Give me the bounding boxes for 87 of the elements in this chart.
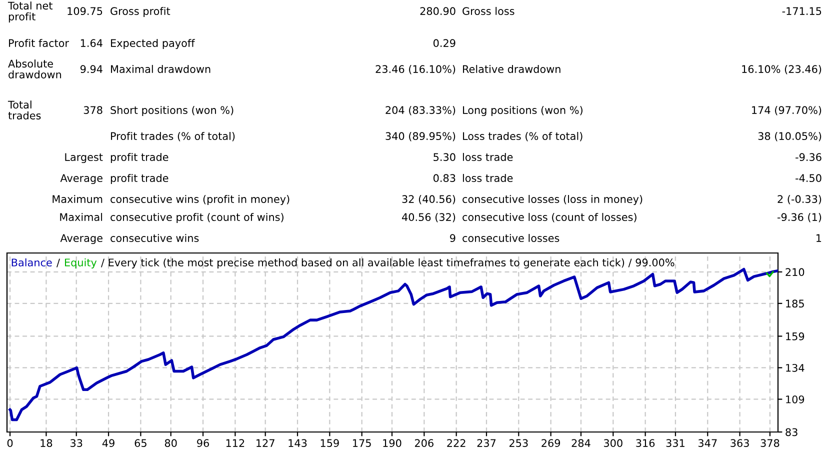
text: Relative drawdown bbox=[463, 64, 560, 74]
y-tick-label: 185 bbox=[786, 300, 804, 308]
text: 16.10% (23.46) bbox=[742, 64, 822, 74]
annotation: / bbox=[56, 258, 60, 268]
x-tick-label: 347 bbox=[698, 439, 717, 448]
x-tick-label: 159 bbox=[320, 439, 339, 448]
text: Average bbox=[60, 234, 102, 244]
x-tick-label: 18 bbox=[40, 439, 52, 448]
y-tick-label: 210 bbox=[786, 268, 804, 276]
text: 9 bbox=[450, 234, 456, 242]
text: -171.15 bbox=[782, 7, 822, 16]
x-tick-label: 300 bbox=[604, 439, 622, 448]
text: -9.36 (1) bbox=[777, 212, 822, 222]
x-tick-label: 175 bbox=[353, 439, 371, 448]
text: loss trade bbox=[462, 174, 513, 182]
text: Average bbox=[60, 174, 102, 184]
text: loss trade bbox=[462, 152, 513, 162]
text: 40.56 (32) bbox=[402, 212, 456, 222]
text: 378 bbox=[84, 106, 102, 114]
text: -4.50 bbox=[796, 174, 822, 182]
text: 280.90 bbox=[420, 7, 456, 16]
text: profit trade bbox=[110, 152, 168, 164]
x-tick-label: 316 bbox=[636, 439, 655, 448]
text: Expected payoff bbox=[111, 38, 195, 50]
text: consecutive profit (count of wins) bbox=[110, 212, 284, 224]
x-tick-label: 96 bbox=[197, 439, 209, 448]
x-tick-label: 206 bbox=[414, 439, 434, 448]
x-tick-label: 378 bbox=[760, 439, 780, 448]
x-tick-label: 33 bbox=[70, 439, 82, 448]
x-tick-label: 190 bbox=[383, 439, 402, 448]
text: 174 (97.70%) bbox=[752, 106, 822, 116]
text: Gross loss bbox=[462, 6, 514, 16]
x-tick-label: 222 bbox=[447, 439, 466, 447]
text: Largest bbox=[65, 153, 103, 164]
text: profit trade bbox=[110, 174, 168, 184]
text: 0.83 bbox=[433, 174, 456, 182]
text: consecutive wins (profit in money) bbox=[110, 194, 290, 206]
text: Profit factor bbox=[9, 38, 69, 48]
text: 32 (40.56) bbox=[402, 194, 456, 204]
line-series bbox=[8, 268, 778, 422]
text: 23.46 (16.10%) bbox=[376, 64, 456, 74]
text: Profit trades (% of total) bbox=[111, 132, 235, 142]
y-tick-label: 83 bbox=[786, 428, 798, 436]
text: consecutive losses bbox=[462, 234, 560, 242]
text: 5.30 bbox=[434, 153, 456, 162]
text: Maximum bbox=[52, 194, 102, 204]
text: Maximal drawdown bbox=[111, 64, 210, 74]
x-tick-label: 363 bbox=[730, 439, 749, 448]
text: consecutive wins bbox=[110, 234, 199, 242]
text: 0.29 bbox=[433, 39, 456, 48]
text: Total trades bbox=[8, 100, 41, 120]
x-tick-label: 127 bbox=[256, 439, 274, 447]
x-tick-label: 237 bbox=[477, 439, 496, 448]
text: Balance bbox=[12, 258, 52, 266]
text: 38 (10.05%) bbox=[758, 132, 822, 142]
text: 204 (83.33%) bbox=[386, 106, 456, 116]
text: Loss trades (% of total) bbox=[463, 132, 582, 142]
x-tick-label: 65 bbox=[134, 439, 146, 448]
x-tick-label: 143 bbox=[288, 439, 307, 448]
text: consecutive losses (loss in money) bbox=[462, 194, 642, 206]
text: 109.75 bbox=[68, 7, 102, 16]
x-tick-label: 49 bbox=[102, 439, 114, 448]
text: Equity bbox=[65, 258, 97, 268]
text: 9.94 bbox=[80, 65, 102, 74]
y-tick-label: 159 bbox=[786, 332, 804, 340]
x-tick-label: 112 bbox=[226, 439, 244, 447]
x-tick-label: 284 bbox=[572, 439, 590, 448]
text: consecutive loss (count of losses) bbox=[462, 212, 636, 222]
y-tick-label: 109 bbox=[786, 395, 804, 404]
text: Absolute drawdown bbox=[8, 60, 62, 78]
text: Total net profit bbox=[8, 2, 52, 22]
x-tick-label: 331 bbox=[666, 439, 684, 448]
text: 340 (89.95%) bbox=[386, 132, 456, 142]
text: -9.36 bbox=[796, 153, 822, 162]
text: Short positions (won %) bbox=[110, 106, 234, 116]
x-tick-label: 253 bbox=[509, 439, 528, 448]
x-tick-label: 80 bbox=[164, 439, 177, 448]
text: 1 bbox=[816, 234, 822, 242]
y-tick-label: 134 bbox=[786, 364, 804, 372]
text: Maximal bbox=[60, 212, 102, 222]
text: 1.64 bbox=[80, 39, 102, 48]
text: Long positions (won %) bbox=[463, 106, 582, 116]
x-tick-label: 269 bbox=[542, 439, 560, 448]
text: Gross profit bbox=[110, 6, 170, 18]
x-tick-label: 0 bbox=[7, 439, 13, 448]
text: 2 (-0.33) bbox=[778, 194, 822, 204]
chart-title: / Every tick (the most precise method based on all available least timeframes to generate each tick) / 99.00% bbox=[100, 258, 674, 268]
